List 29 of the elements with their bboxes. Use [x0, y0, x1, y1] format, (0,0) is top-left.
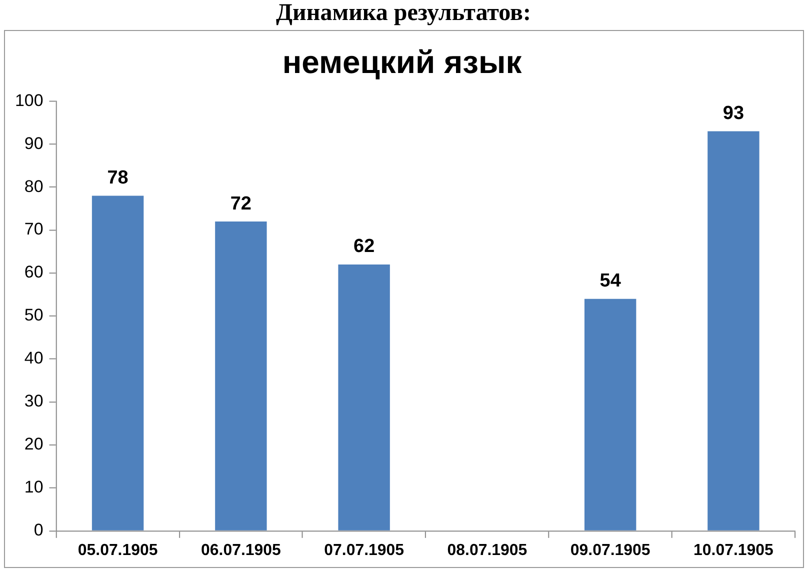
x-tick-label: 10.07.1905: [694, 542, 774, 559]
bar: [584, 298, 636, 530]
y-tick-label: 90: [24, 134, 44, 153]
bar: [338, 264, 390, 530]
data-label: 93: [722, 103, 744, 124]
x-tick-label: 08.07.1905: [447, 542, 528, 559]
bar: [92, 196, 144, 530]
y-tick-label: 80: [24, 176, 44, 196]
data-label: 62: [354, 236, 375, 258]
y-tick-label: 10: [24, 478, 44, 497]
bar: [708, 131, 760, 530]
y-tick-label: 70: [24, 220, 44, 239]
chart-title: немецкий язык: [282, 44, 522, 80]
x-tick-label: 07.07.1905: [324, 542, 404, 559]
x-tick-label: 05.07.1905: [78, 542, 158, 559]
bar: [215, 221, 267, 530]
text: Динамика результатов:: [275, 0, 532, 28]
y-tick-label: 20: [24, 434, 44, 454]
y-tick-label: 60: [24, 262, 44, 282]
y-tick-label: 40: [24, 348, 44, 368]
y-tick-label: 0: [34, 520, 44, 540]
x-tick-label: 09.07.1905: [570, 542, 650, 559]
data-label: 54: [600, 270, 622, 292]
data-label: 78: [107, 167, 128, 188]
x-tick-label: 06.07.1905: [201, 542, 281, 559]
data-label: 72: [230, 193, 252, 214]
y-tick-label: 30: [24, 392, 44, 411]
y-tick-label: 50: [24, 306, 44, 325]
y-tick-label: 100: [14, 90, 44, 110]
